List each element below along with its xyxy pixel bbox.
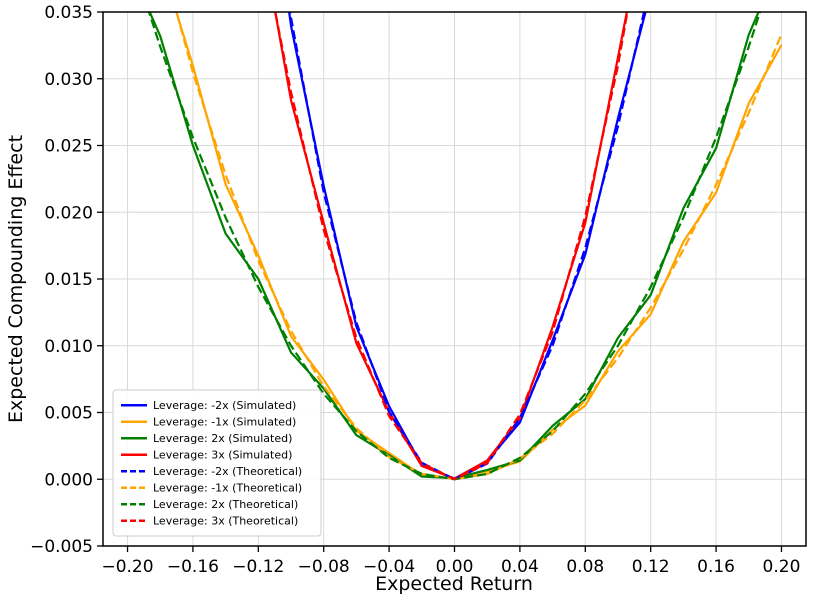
series-lines — [147, 12, 783, 481]
y-tick-label: 0.030 — [44, 70, 93, 90]
x-tick-label: 0.16 — [697, 557, 735, 577]
line-3x-theoretical — [274, 12, 629, 481]
x-axis-ticks: −0.20 −0.16 −0.12 −0.08 −0.04 0.00 0.04 0.08 0.1… — [101, 546, 800, 577]
legend-entry-label: Leverage: 3x (Simulated) — [153, 448, 292, 461]
x-tick-label: 0.04 — [501, 557, 539, 577]
legend-entry-label: Leverage: 2x (Theoretical) — [153, 498, 298, 511]
legend-entry-label: Leverage: 2x (Simulated) — [153, 432, 292, 445]
x-tick-label: −0.20 — [101, 557, 153, 577]
y-axis-ticks: −0.005 0.000 0.005 0.010 0.015 0.020 0.025 0.03… — [30, 3, 103, 557]
y-tick-label: 0.010 — [44, 337, 93, 357]
y-tick-label: 0.005 — [44, 404, 93, 424]
legend-entry-label: Leverage: 3x (Theoretical) — [153, 514, 298, 527]
x-tick-label: 0.08 — [566, 557, 604, 577]
legend-entry-label: Leverage: -2x (Theoretical) — [153, 465, 302, 478]
x-tick-label: −0.12 — [232, 557, 284, 577]
legend: Leverage: -2x (Simulated) Leverage: -1x (… — [112, 389, 322, 537]
legend-box — [112, 389, 322, 537]
y-tick-label: −0.005 — [30, 537, 93, 557]
y-tick-label: 0.035 — [44, 3, 93, 23]
x-tick-label: 0.00 — [436, 557, 474, 577]
x-axis-label: Expected Return — [375, 573, 533, 595]
y-tick-label: 0.000 — [44, 470, 93, 490]
x-tick-label: −0.04 — [363, 557, 415, 577]
y-tick-label: 0.025 — [44, 137, 93, 157]
x-tick-label: 0.12 — [632, 557, 670, 577]
y-axis-label: Expected Compounding Effect — [5, 135, 27, 423]
y-tick-label: 0.015 — [44, 270, 93, 290]
x-tick-label: −0.08 — [298, 557, 350, 577]
y-tick-label: 0.020 — [44, 203, 93, 223]
x-tick-label: −0.16 — [167, 557, 219, 577]
line--1x-theoretical — [175, 12, 783, 481]
x-tick-label: 0.20 — [763, 557, 801, 577]
legend-entry-label: Leverage: -1x (Theoretical) — [153, 481, 302, 494]
legend-entry-label: Leverage: -1x (Simulated) — [153, 415, 296, 428]
legend-entry-label: Leverage: -2x (Simulated) — [153, 399, 296, 412]
